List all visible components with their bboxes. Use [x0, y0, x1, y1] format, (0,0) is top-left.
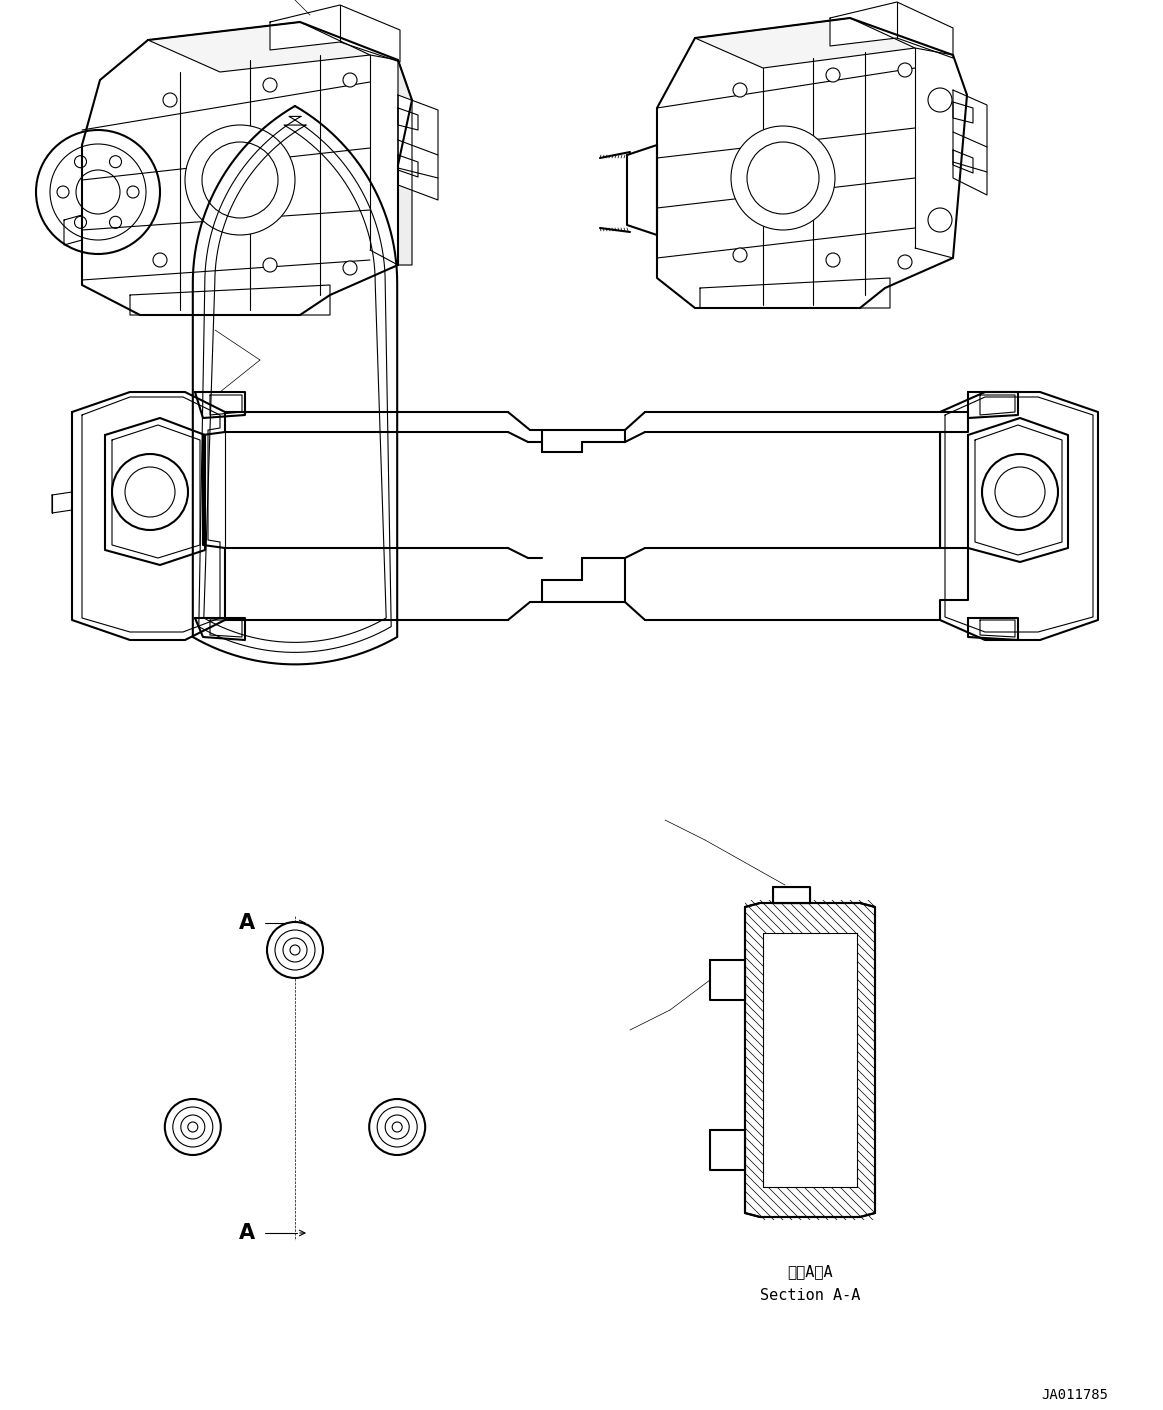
Circle shape [74, 155, 86, 168]
Polygon shape [657, 18, 966, 307]
Polygon shape [940, 392, 1098, 640]
Polygon shape [195, 392, 245, 417]
Polygon shape [195, 618, 245, 640]
Circle shape [982, 454, 1058, 530]
Circle shape [343, 73, 357, 87]
Circle shape [369, 1098, 426, 1155]
Circle shape [267, 922, 323, 979]
Text: 断面A－A: 断面A－A [787, 1265, 833, 1279]
Polygon shape [627, 145, 657, 235]
Polygon shape [398, 109, 418, 130]
Polygon shape [968, 392, 1018, 417]
Circle shape [124, 467, 174, 517]
Circle shape [274, 931, 315, 970]
Circle shape [290, 945, 300, 955]
Circle shape [50, 144, 147, 240]
Polygon shape [130, 285, 330, 314]
Circle shape [112, 454, 188, 530]
Polygon shape [64, 214, 83, 245]
Text: A: A [238, 1222, 255, 1244]
Polygon shape [148, 23, 370, 72]
Circle shape [185, 125, 295, 235]
Polygon shape [72, 392, 224, 640]
Circle shape [343, 261, 357, 275]
Circle shape [165, 1098, 221, 1155]
Polygon shape [952, 102, 973, 123]
Polygon shape [700, 278, 890, 307]
Circle shape [928, 87, 952, 111]
Circle shape [733, 248, 747, 262]
Circle shape [154, 252, 167, 266]
Circle shape [187, 1122, 198, 1132]
Circle shape [732, 125, 835, 230]
Polygon shape [773, 887, 809, 902]
Circle shape [163, 93, 177, 107]
Circle shape [109, 155, 121, 168]
Polygon shape [709, 960, 745, 1000]
Circle shape [57, 186, 69, 197]
Text: Section A-A: Section A-A [759, 1287, 861, 1303]
Circle shape [996, 467, 1046, 517]
Polygon shape [968, 417, 1068, 563]
Circle shape [263, 258, 277, 272]
Circle shape [826, 252, 840, 266]
Polygon shape [52, 492, 72, 513]
Circle shape [109, 216, 121, 228]
Circle shape [385, 1115, 409, 1139]
Polygon shape [83, 23, 412, 314]
Circle shape [283, 938, 307, 962]
Polygon shape [270, 6, 400, 62]
Circle shape [898, 63, 912, 78]
Circle shape [263, 78, 277, 92]
Circle shape [733, 83, 747, 97]
Text: JA011785: JA011785 [1042, 1387, 1108, 1402]
Circle shape [76, 171, 120, 214]
Bar [745, 900, 875, 1220]
Polygon shape [398, 94, 438, 200]
Circle shape [202, 142, 278, 219]
Polygon shape [952, 90, 987, 195]
Polygon shape [968, 618, 1018, 640]
Text: A: A [238, 914, 255, 933]
Circle shape [36, 130, 160, 254]
Polygon shape [105, 417, 205, 565]
Polygon shape [952, 149, 973, 173]
Polygon shape [398, 155, 418, 178]
Circle shape [173, 1107, 213, 1146]
Circle shape [377, 1107, 418, 1146]
Polygon shape [709, 1129, 745, 1170]
Bar [763, 933, 857, 1187]
Circle shape [127, 186, 140, 197]
Polygon shape [695, 18, 915, 68]
Circle shape [392, 1122, 402, 1132]
Circle shape [898, 255, 912, 269]
Polygon shape [398, 61, 412, 265]
Circle shape [747, 142, 819, 214]
Circle shape [74, 216, 86, 228]
Circle shape [180, 1115, 205, 1139]
Polygon shape [830, 1, 952, 58]
Circle shape [928, 209, 952, 233]
Circle shape [826, 68, 840, 82]
Polygon shape [745, 902, 875, 1217]
